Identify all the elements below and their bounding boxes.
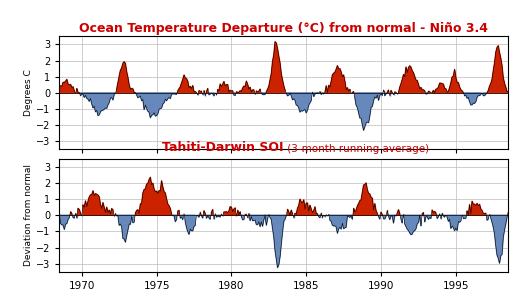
Y-axis label: Deviation from normal: Deviation from normal <box>24 164 33 266</box>
Title: Ocean Temperature Departure (°C) from normal - Niño 3.4: Ocean Temperature Departure (°C) from no… <box>79 22 488 35</box>
Text: Tahiti-Darwin SOI: Tahiti-Darwin SOI <box>163 141 284 154</box>
Text: (3-month running average): (3-month running average) <box>284 144 429 154</box>
Y-axis label: Degrees C: Degrees C <box>24 69 33 116</box>
